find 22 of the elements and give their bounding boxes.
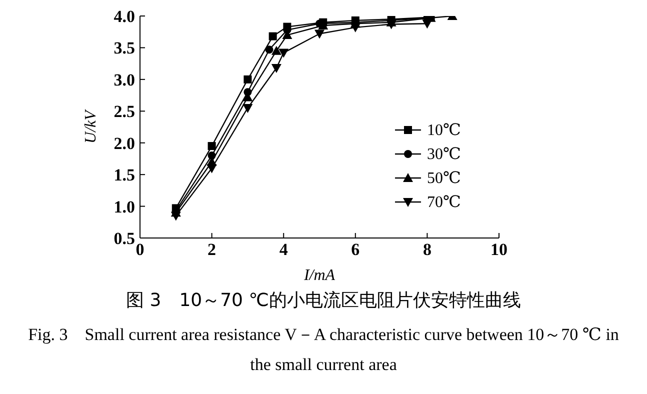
x-tick-label: 6 [351, 240, 360, 260]
y-tick-label: 0.5 [114, 229, 135, 248]
text: Fig. 3 Small current area resistance V－A characteristic curve between 10～70 ℃ in the small current area [27, 324, 620, 376]
text: 图 3 10～70 ℃的小电流区电阻片伏安特性曲线 [125, 289, 522, 312]
y-tick-label: 2.0 [114, 134, 135, 153]
legend-label: 10℃ [427, 121, 461, 140]
x-tick-label: 10 [490, 240, 508, 260]
x-axis-title: I/mA [302, 267, 336, 284]
x-tick-label: 8 [422, 240, 432, 260]
legend-label: 50℃ [427, 169, 461, 188]
y-tick-label: 1.5 [114, 166, 135, 185]
x-tick-label: 2 [208, 240, 216, 260]
y-axis-title: U/kV [82, 108, 100, 144]
y-tick-label: 3.0 [114, 70, 135, 90]
x-tick-label: 0 [136, 240, 144, 260]
legend-label: 30℃ [427, 145, 461, 164]
x-tick-label: 4 [279, 240, 288, 260]
legend-label: 70℃ [427, 193, 461, 212]
y-tick-label: 4.0 [114, 7, 135, 26]
y-tick-label: 2.5 [114, 102, 135, 122]
y-tick-label: 3.5 [114, 38, 135, 58]
y-tick-label: 1.0 [114, 197, 135, 216]
